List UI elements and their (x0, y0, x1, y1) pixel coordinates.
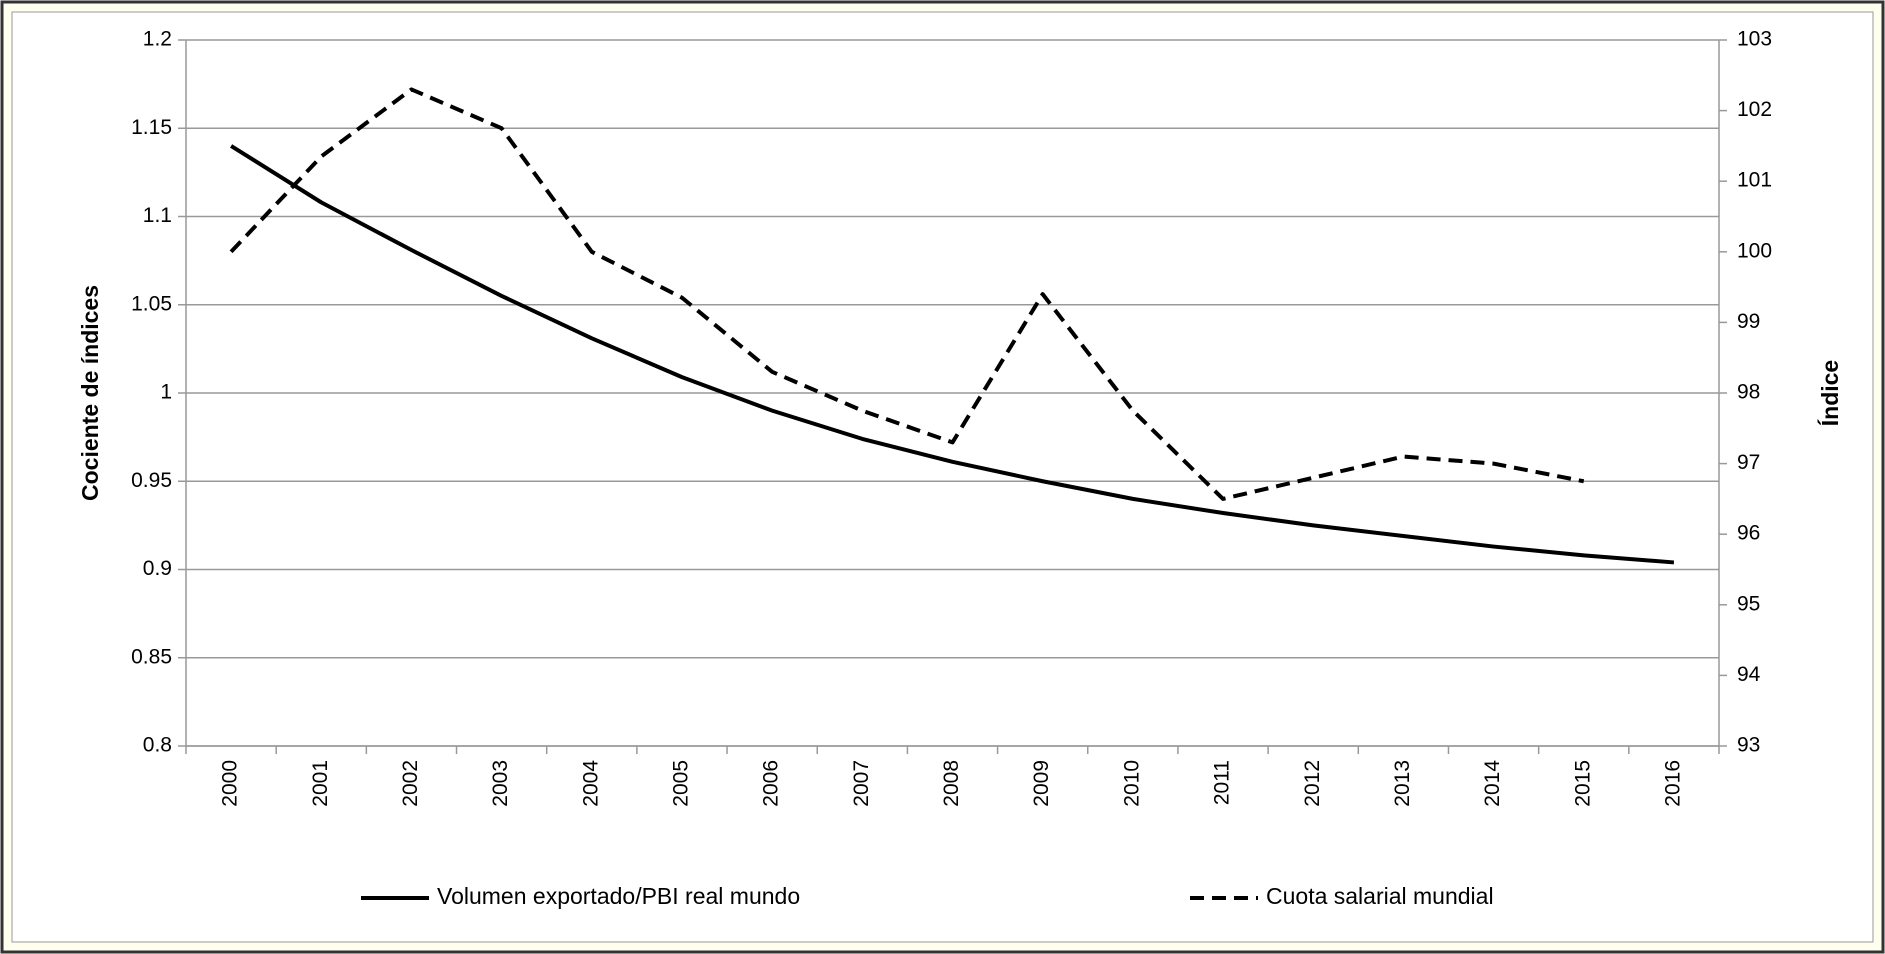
series-line (230, 144, 1675, 565)
x-tick-label: 2015 (1571, 760, 1594, 807)
y2-tick-label: 97 (1737, 451, 1760, 474)
series-line (229, 87, 1585, 501)
y2-tick-label: 101 (1737, 169, 1772, 192)
y-tick-label: 1.05 (131, 292, 172, 315)
y2-tick-label: 96 (1737, 522, 1760, 545)
x-tick-label: 2011 (1211, 760, 1234, 805)
y2-tick-label: 98 (1737, 381, 1760, 404)
x-tick-label: 2014 (1481, 760, 1504, 807)
y-tick-label: 0.9 (143, 557, 172, 580)
x-tick-label: 2000 (219, 760, 242, 807)
y-tick-label: 1.15 (131, 116, 172, 139)
y2-tick-label: 100 (1737, 239, 1772, 262)
x-tick-label: 2012 (1301, 760, 1324, 807)
x-tick-label: 2013 (1391, 760, 1414, 807)
x-tick-label: 2001 (309, 760, 332, 807)
y2-tick-label: 102 (1737, 98, 1772, 121)
y2-axis-title: Índice (1816, 360, 1843, 426)
y2-tick-label: 95 (1737, 592, 1760, 615)
y-tick-label: 1.1 (143, 204, 172, 227)
y-tick-label: 1 (160, 381, 172, 404)
x-tick-label: 2006 (760, 760, 783, 807)
y-axis-title: Cociente de índices (77, 285, 103, 501)
x-tick-label: 2005 (670, 760, 693, 807)
y-tick-label: 1.2 (143, 28, 172, 51)
legend-label: Cuota salarial mundial (1266, 883, 1494, 909)
y2-tick-label: 94 (1737, 663, 1761, 686)
y2-tick-label: 93 (1737, 734, 1760, 757)
y2-tick-label: 103 (1737, 28, 1772, 51)
x-tick-label: 2007 (850, 760, 873, 807)
x-tick-label: 2010 (1120, 760, 1143, 807)
x-tick-label: 2002 (399, 760, 422, 807)
y-tick-label: 0.85 (131, 645, 172, 668)
y-tick-label: 0.95 (131, 469, 172, 492)
y2-tick-label: 99 (1737, 310, 1760, 333)
x-tick-label: 2009 (1030, 760, 1053, 807)
y-tick-label: 0.8 (143, 734, 172, 757)
x-tick-label: 2004 (579, 760, 602, 807)
x-tick-label: 2003 (489, 760, 512, 807)
x-tick-label: 2008 (940, 760, 963, 807)
x-tick-label: 2016 (1661, 760, 1684, 807)
legend-label: Volumen exportado/PBI real mundo (437, 883, 800, 909)
